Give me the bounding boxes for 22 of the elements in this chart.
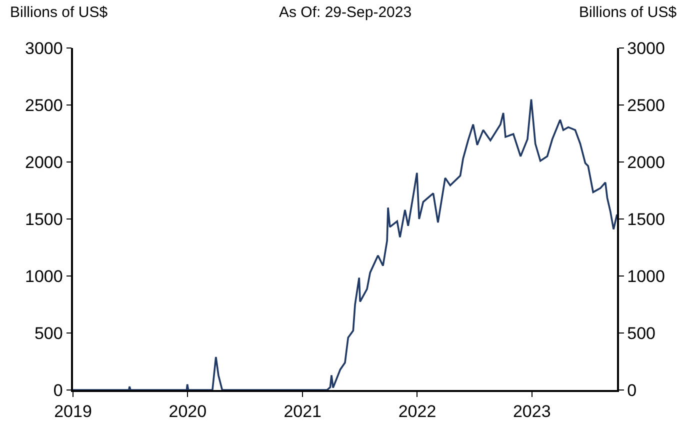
y2-tick-label: 1000	[627, 266, 665, 286]
y-tick-label: 1500	[25, 210, 63, 229]
y2-tick-label: 1500	[627, 210, 665, 229]
y-tick-label: 0	[53, 380, 63, 400]
y-tick-label: 1000	[25, 266, 63, 286]
x-tick-label: 2021	[284, 402, 322, 422]
y2-tick-label: 2000	[627, 152, 665, 172]
y-axis-title: Billions of US$	[10, 4, 108, 21]
chart-title: As Of: 29-Sep-2023	[279, 4, 412, 21]
y2-tick-label: 500	[627, 324, 656, 343]
y2-tick-label: 0	[627, 380, 637, 400]
y-tick-label: 3000	[25, 38, 63, 58]
y2-axis-title: Billions of US$	[579, 4, 678, 21]
y2-tick-label: 2500	[627, 96, 665, 115]
x-tick-label: 2023	[512, 402, 551, 422]
y-tick-label: 2500	[25, 96, 63, 115]
x-tick-label: 2020	[168, 402, 207, 422]
y-tick-label: 500	[34, 324, 63, 343]
x-tick-label: 2019	[54, 402, 92, 422]
y-tick-label: 2000	[25, 152, 63, 172]
y2-tick-label: 3000	[627, 38, 665, 58]
x-tick-label: 2022	[398, 402, 436, 422]
